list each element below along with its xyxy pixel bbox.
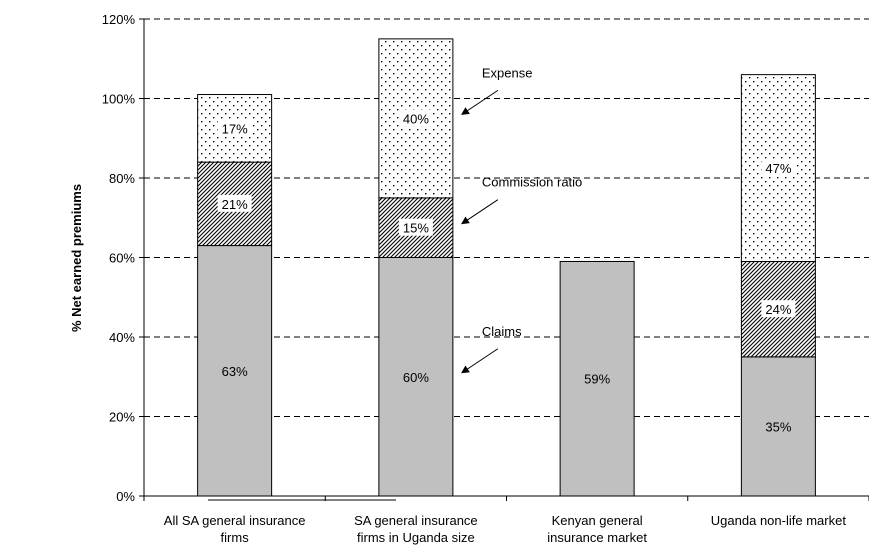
annotation-expense: Expense: [482, 65, 533, 80]
y-tick-label: 40%: [109, 330, 135, 345]
x-category-label: SA general insurance firms in Uganda size: [354, 513, 478, 545]
data-label-background: [217, 194, 252, 212]
data-label: 21%: [222, 197, 248, 212]
annotations: Expense Commission ratio Claims: [461, 65, 582, 374]
data-label: 59%: [584, 372, 610, 387]
annotation-commission-ratio: Commission ratio: [482, 175, 582, 190]
data-label: 63%: [222, 364, 248, 379]
y-axis-title: % Net earned premiums: [69, 184, 84, 332]
x-category-label: Kenyan general insurance market: [547, 513, 647, 545]
x-axis: All SA general insurance firms SA general …: [143, 495, 869, 545]
bar-claims: [197, 245, 273, 497]
data-label: 40%: [403, 111, 429, 126]
data-label-background: [398, 218, 433, 236]
y-tick-label: 100%: [102, 92, 136, 107]
x-category-label: Uganda non-life market: [711, 513, 847, 528]
data-label-background: [761, 159, 796, 177]
bar-claims: [378, 257, 454, 497]
data-label: 15%: [403, 221, 429, 236]
data-label: 47%: [765, 161, 791, 176]
bar-claims: [559, 260, 635, 497]
data-label-background: [217, 119, 252, 137]
y-tick-label: 80%: [109, 171, 135, 186]
annotation-arrow: [461, 199, 499, 225]
data-label: 24%: [765, 302, 791, 317]
y-tick-label: 120%: [102, 12, 136, 27]
y-tick-label: 0%: [116, 489, 135, 504]
data-label: 35%: [765, 419, 791, 434]
data-label-background: [398, 109, 433, 127]
data-label: 60%: [403, 370, 429, 385]
data-label: 17%: [222, 121, 248, 136]
data-label-background: [761, 300, 796, 318]
y-axis: 0% 20% 40% 60% 80% 100% 120%: [102, 12, 145, 504]
y-tick-label: 20%: [109, 410, 135, 425]
x-category-label: All SA general insurance firms: [164, 513, 306, 545]
annotation-arrow: [461, 89, 499, 115]
bars: 63% 21% 17% 60% 15% 40% 59% 35% 24% 47%: [197, 38, 816, 497]
y-tick-label: 60%: [109, 251, 135, 266]
annotation-claims: Claims: [482, 324, 522, 339]
bar-claims: [740, 356, 816, 497]
annotation-arrow: [461, 348, 499, 374]
